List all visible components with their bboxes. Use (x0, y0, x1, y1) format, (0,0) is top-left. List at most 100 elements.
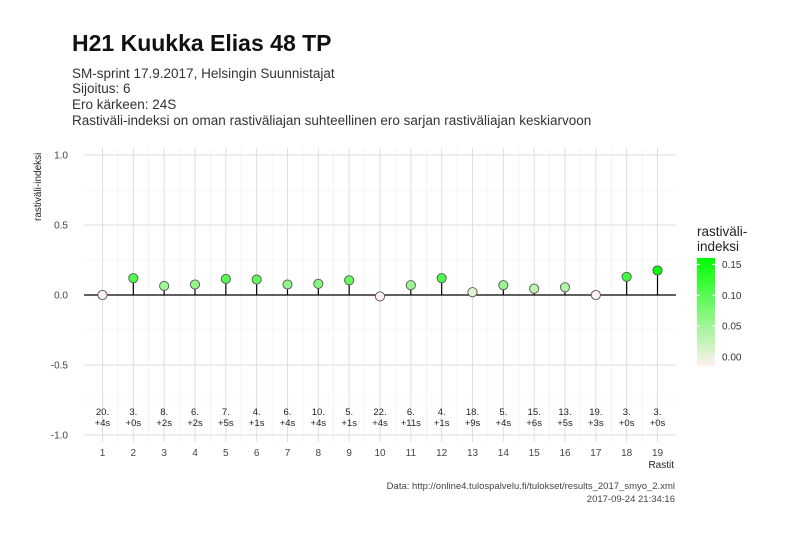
diff-label: +5s (557, 418, 573, 429)
data-point (251, 274, 262, 285)
data-point (405, 280, 416, 291)
data-point (128, 273, 139, 284)
subtitle-event: SM-sprint 17.9.2017, Helsingin Suunnista… (72, 66, 335, 81)
data-point (436, 273, 447, 284)
rank-label: 13. (558, 407, 571, 418)
legend-tick-label: 0.10 (722, 291, 742, 302)
rank-label: 3. (654, 407, 662, 418)
x-tick-label: 8 (316, 448, 322, 459)
x-tick-label: 5 (223, 448, 229, 459)
x-tick-label: 7 (285, 448, 291, 459)
y-axis-title: rastiväli-indeksi (33, 152, 44, 221)
data-labels: 20.+4s3.+0s8.+2s6.+2s7.+5s4.+1s6.+4s10.+… (95, 407, 666, 429)
x-tick-label: 14 (498, 448, 510, 459)
diff-label: +2s (156, 418, 172, 429)
rank-label: 4. (438, 407, 446, 418)
diff-label: +5s (218, 418, 234, 429)
rank-label: 15. (528, 407, 541, 418)
diff-label: +11s (401, 418, 421, 429)
rank-label: 5. (345, 407, 353, 418)
diff-label: +4s (496, 418, 512, 429)
data-point (159, 280, 170, 291)
x-tick-label: 17 (590, 448, 602, 459)
rank-label: 6. (191, 407, 199, 418)
data-marks (97, 265, 663, 302)
legend-title: rastiväli- indeksi (697, 224, 747, 254)
y-tick-label: -0.5 (51, 361, 69, 372)
data-point (529, 283, 540, 294)
legend-tick-label: 0.00 (722, 353, 742, 364)
data-point (498, 280, 509, 291)
x-tick-label: 9 (346, 448, 352, 459)
x-tick-label: 15 (529, 448, 541, 459)
data-point (313, 278, 324, 289)
diff-label: +3s (588, 418, 604, 429)
rank-label: 6. (284, 407, 292, 418)
rank-label: 10. (312, 407, 325, 418)
diff-label: +1s (249, 418, 265, 429)
data-source-caption: Data: http://online4.tulospalvelu.fi/tul… (386, 481, 675, 492)
rank-label: 8. (160, 407, 168, 418)
data-point (590, 289, 601, 301)
x-tick-label: 12 (436, 448, 448, 459)
chart-title: H21 Kuukka Elias 48 TP (72, 30, 332, 56)
legend-title-line2: indeksi (697, 239, 740, 254)
data-point (467, 287, 478, 298)
data-point (220, 273, 231, 284)
rank-label: 22. (373, 407, 386, 418)
rank-label: 18. (466, 407, 479, 418)
data-point (559, 282, 571, 293)
diff-label: +6s (526, 418, 542, 429)
x-tick-label: 1 (100, 448, 106, 459)
x-tick-label: 6 (254, 448, 260, 459)
legend-title-line1: rastiväli- (697, 224, 748, 239)
timestamp-caption: 2017-09-24 21:34:16 (586, 494, 675, 505)
diff-label: +2s (187, 418, 203, 429)
rank-label: 6. (407, 407, 415, 418)
x-tick-label: 19 (652, 448, 664, 459)
y-axis-title-wrap: rastiväli-indeksi (33, 148, 47, 298)
x-tick-label: 18 (621, 448, 633, 459)
x-tick-label: 2 (131, 448, 137, 459)
x-tick-label: 3 (161, 448, 167, 459)
data-point (189, 279, 201, 290)
data-point (374, 291, 386, 302)
x-tick-label: 13 (467, 448, 479, 459)
data-point (344, 275, 355, 286)
diff-label: +4s (311, 418, 327, 429)
legend-tick-label: 0.15 (722, 260, 742, 271)
rank-label: 4. (253, 407, 261, 418)
grid-lines (84, 148, 676, 442)
rank-label: 20. (96, 407, 109, 418)
data-point (282, 279, 293, 290)
rank-label: 7. (222, 407, 230, 418)
legend-tick-label: 0.05 (722, 322, 742, 333)
x-tick-label: 4 (192, 448, 198, 459)
axes: 1.00.50.0-0.5-1.01 2 3 4 5 6 7 8 9 10 11 12 13 14 15 16… (51, 151, 676, 459)
rank-label: 19. (589, 407, 602, 418)
rank-label: 3. (623, 407, 631, 418)
y-tick-label: 0.5 (54, 221, 68, 232)
subtitle-placement: Sijoitus: 6 (72, 81, 131, 96)
legend-colorbar (697, 258, 715, 366)
subtitle-gap: Ero kärkeen: 24S (72, 97, 177, 112)
diff-label: +1s (341, 418, 357, 429)
diff-label: +1s (434, 418, 450, 429)
subtitle-description: Rastiväli-indeksi on oman rastiväliajan … (72, 113, 592, 128)
diff-label: +0s (650, 418, 666, 429)
diff-label: +0s (126, 418, 142, 429)
data-point (621, 271, 632, 282)
rank-label: 5. (499, 407, 507, 418)
diff-label: +9s (465, 418, 481, 429)
color-legend: 0.15 0.10 0.05 0.00 (697, 258, 742, 366)
x-tick-label: 10 (374, 448, 386, 459)
x-axis-title: Rastit (648, 460, 674, 471)
x-tick-label: 16 (559, 448, 571, 459)
data-point (97, 289, 108, 301)
diff-label: +4s (280, 418, 296, 429)
y-tick-label: 0.0 (54, 291, 68, 302)
diff-label: +4s (95, 418, 111, 429)
y-tick-label: -1.0 (51, 431, 69, 442)
y-tick-label: 1.0 (54, 151, 68, 162)
